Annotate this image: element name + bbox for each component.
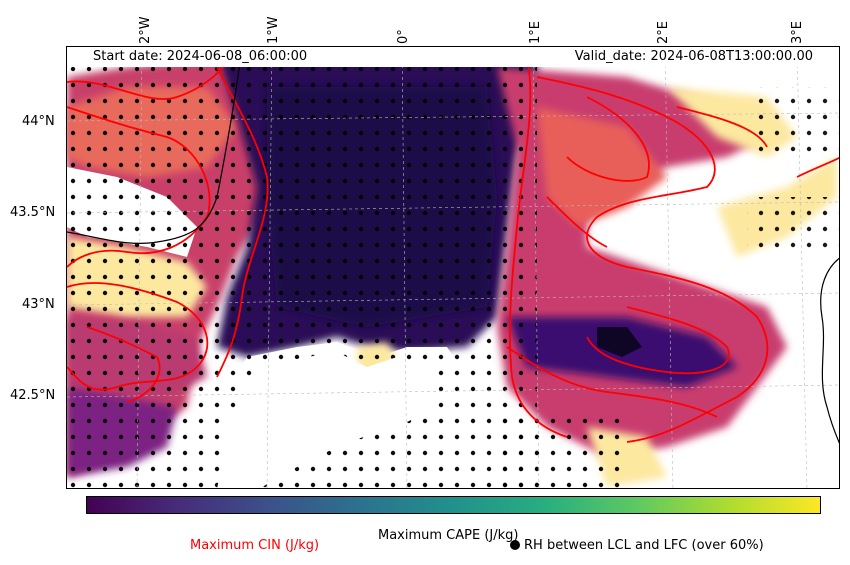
lat-tick-label: 42.5°N [10, 388, 56, 403]
rh-legend: RH between LCL and LFC (over 60%) [510, 538, 764, 553]
map-plot-area: Start date: 2024-06-08_06:00:00 Valid_da… [66, 46, 840, 489]
lat-tick-label: 43°N [22, 297, 55, 312]
lon-tick-label: 0° [396, 29, 411, 44]
cape-cin-map [67, 47, 839, 488]
graticule [67, 47, 839, 488]
lon-tick-label: 2°W [138, 16, 153, 44]
cape-colorbar [86, 496, 821, 514]
lat-tick-label: 44°N [22, 114, 55, 129]
rh-legend-label: RH between LCL and LFC (over 60%) [524, 538, 764, 553]
lon-tick-label: 3°E [790, 21, 805, 44]
lon-tick-label: 1°E [528, 21, 543, 44]
cin-legend-label: Maximum CIN (J/kg) [190, 538, 320, 553]
lon-tick-label: 2°E [656, 21, 671, 44]
rh-dot-marker-icon [510, 540, 520, 550]
start-date-label: Start date: 2024-06-08_06:00:00 [93, 49, 308, 64]
lon-tick-label: 1°W [266, 16, 281, 44]
colorbar-label: Maximum CAPE (J/kg) [378, 528, 519, 543]
date-bar: Start date: 2024-06-08_06:00:00 Valid_da… [67, 47, 839, 67]
valid-date-label: Valid_date: 2024-06-08T13:00:00.00 [574, 49, 813, 64]
coastline [67, 47, 839, 444]
lat-tick-label: 43.5°N [10, 205, 56, 220]
